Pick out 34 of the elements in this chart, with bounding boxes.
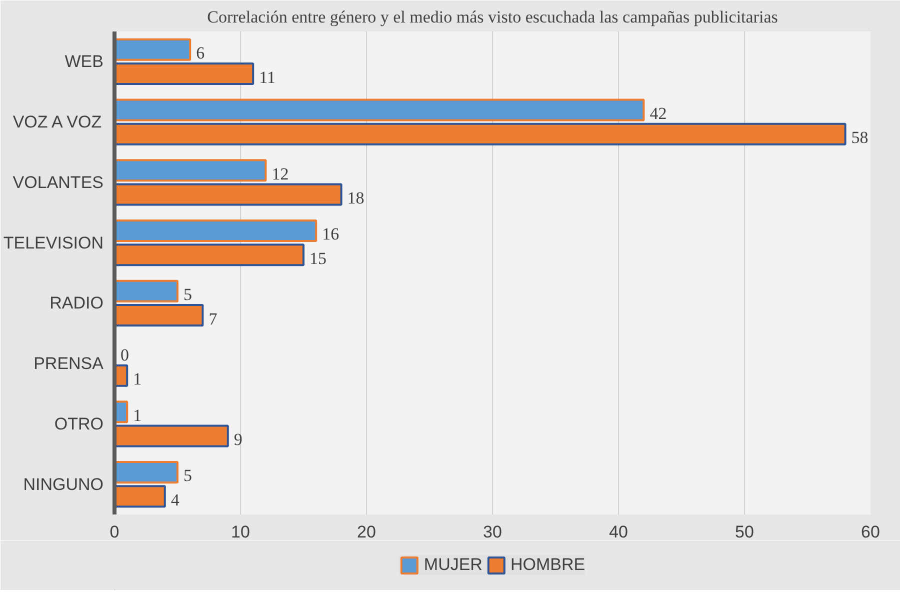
x-tick-label: 30 xyxy=(483,522,502,542)
data-label: 0 xyxy=(120,345,129,364)
data-label: 58 xyxy=(851,128,868,148)
x-tick-label: 20 xyxy=(357,522,376,542)
data-label: 42 xyxy=(650,104,667,123)
data-label: 15 xyxy=(310,248,326,268)
data-label: 4 xyxy=(170,490,180,510)
y-tick-label: RADIO xyxy=(50,294,104,313)
data-label: 9 xyxy=(234,430,242,450)
x-tick-label: 60 xyxy=(861,522,880,542)
y-tick-label: PRENSA xyxy=(34,354,104,374)
y-tick-label: OTRO xyxy=(54,414,104,434)
data-label: 5 xyxy=(184,466,192,486)
data-label: 11 xyxy=(259,68,276,87)
data-label: 1 xyxy=(133,370,142,389)
chart-title: Correlación entre género y el medio más visto escuchada las campañas publicitarias xyxy=(207,8,778,26)
data-label: 5 xyxy=(184,285,192,304)
x-tick-label: 40 xyxy=(609,522,628,542)
data-label: 16 xyxy=(322,224,340,244)
legend-label: HOMBRE xyxy=(510,555,586,575)
x-tick-label: 0 xyxy=(110,522,120,542)
y-tick-label: VOZ A VOZ xyxy=(12,112,102,132)
y-tick-label: WEB xyxy=(64,52,104,72)
data-label: 1 xyxy=(133,406,142,425)
data-label: 7 xyxy=(208,309,218,328)
y-tick-label: VOLANTES xyxy=(12,172,104,192)
data-label: 18 xyxy=(347,188,364,208)
y-tick-label: NINGUNO xyxy=(23,474,104,494)
x-tick-label: 50 xyxy=(735,522,754,542)
y-tick-label: TELEVISION xyxy=(3,233,104,252)
data-label: 12 xyxy=(272,164,289,184)
legend-label: MUJER xyxy=(424,555,482,575)
x-tick-label: 10 xyxy=(231,522,250,542)
data-label: 6 xyxy=(196,44,205,63)
